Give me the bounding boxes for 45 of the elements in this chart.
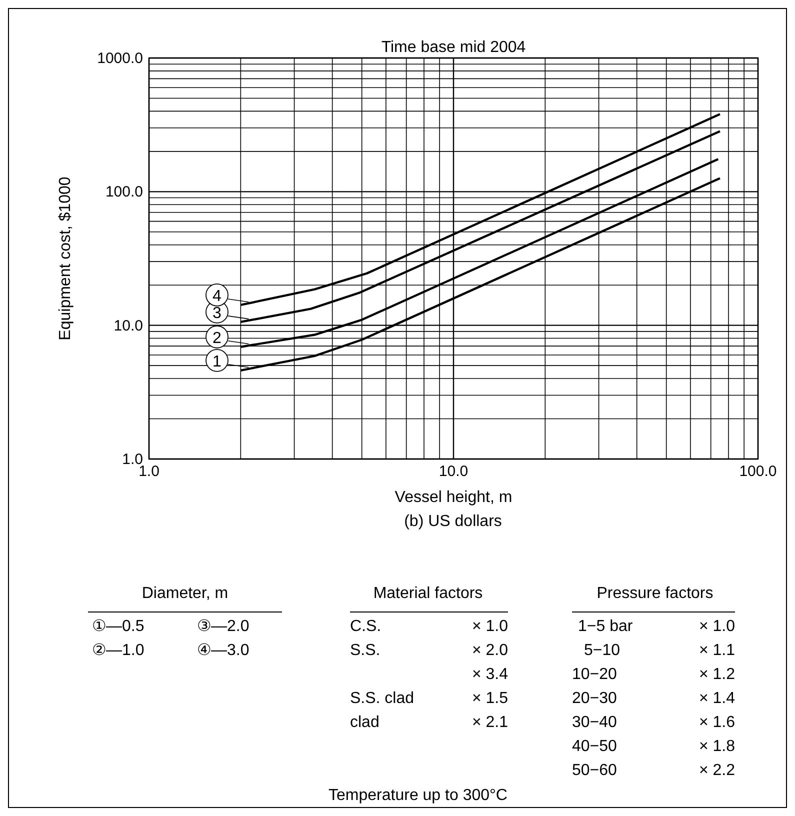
text: 1−5 bar (578, 618, 634, 635)
y-tick-label: 100.0 (105, 184, 143, 201)
text: S.S. clad (350, 690, 414, 707)
chart-title: Time base mid 2004 (381, 39, 526, 56)
y-tick-label: 1000.0 (97, 50, 143, 67)
legend-label: 4 (212, 288, 222, 305)
text: × 1.8 (698, 738, 736, 755)
text: 50−60 (572, 762, 618, 779)
text: 20−30 (572, 690, 618, 707)
text: × 1.1 (698, 642, 736, 659)
text: ④—3.0 (197, 642, 250, 659)
text: Material factors (373, 585, 483, 602)
x-axis-title: Vessel height, m (394, 489, 512, 506)
x-tick-label: 10.0 (438, 463, 468, 480)
text: × 3.4 (472, 666, 508, 683)
text: × 2.1 (472, 714, 508, 731)
text: Pressure factors (596, 585, 714, 602)
legend-label: 1 (212, 353, 222, 370)
text: × 2.2 (698, 762, 736, 779)
text: 5−10 (584, 642, 620, 659)
text: S.S. (350, 642, 380, 659)
text: × 1.2 (698, 666, 736, 683)
text: × 1.0 (698, 618, 736, 635)
text: C.S. (350, 618, 382, 635)
text: ③—2.0 (197, 618, 250, 635)
text: clad (350, 714, 380, 731)
text: ②—1.0 (92, 642, 144, 659)
text: 10−20 (572, 666, 618, 683)
text: × 2.0 (472, 642, 508, 659)
text: 40−50 (572, 738, 618, 755)
text: × 1.4 (698, 690, 736, 707)
text: Diameter, m (142, 585, 228, 602)
legend-label: 3 (212, 304, 222, 322)
x-tick-label: 100.0 (739, 463, 777, 480)
text: (b) US dollars (404, 513, 502, 530)
y-tick-label: 10.0 (114, 317, 143, 334)
legend-label: 2 (212, 330, 222, 347)
text: × 1.0 (472, 618, 508, 635)
text: Temperature up to 300°C (328, 787, 508, 804)
text: 30−40 (572, 714, 618, 731)
text: × 1.6 (698, 714, 736, 731)
text: ①—0.5 (92, 618, 144, 635)
text: × 1.5 (472, 690, 508, 707)
x-tick-label: 1.0 (138, 463, 160, 480)
y-axis-title: Equipment cost, $1000 (57, 176, 74, 340)
